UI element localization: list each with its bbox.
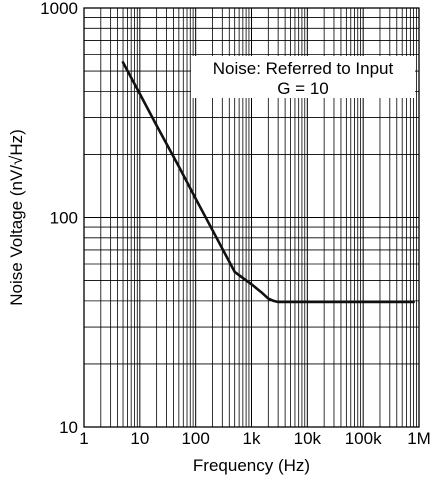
series-layer — [121, 61, 415, 304]
x-tick-label: 10 — [130, 429, 149, 448]
y-tick-label: 10 — [59, 418, 78, 437]
x-tick-label: 1k — [243, 429, 261, 448]
y-tick-label: 1000 — [40, 0, 78, 18]
y-tick-label: 100 — [50, 209, 78, 228]
x-tick-label: 10k — [294, 429, 322, 448]
y-axis-title: Noise Voltage (nV/√Hz) — [7, 129, 26, 306]
x-axis-title: Frequency (Hz) — [193, 456, 310, 475]
x-tick-label: 100k — [345, 429, 382, 448]
x-tick-label: 1 — [79, 429, 88, 448]
noise-series-line — [121, 61, 415, 304]
x-tick-label: 1M — [407, 429, 431, 448]
plot-frame — [83, 7, 420, 428]
annotation-line-1: Noise: Referred to Input — [213, 59, 394, 78]
annotation-background — [191, 56, 415, 98]
annotation-box: Noise: Referred to Input G = 10 — [191, 56, 415, 98]
x-tick-label: 100 — [181, 429, 209, 448]
annotation-line-2: G = 10 — [277, 79, 329, 98]
